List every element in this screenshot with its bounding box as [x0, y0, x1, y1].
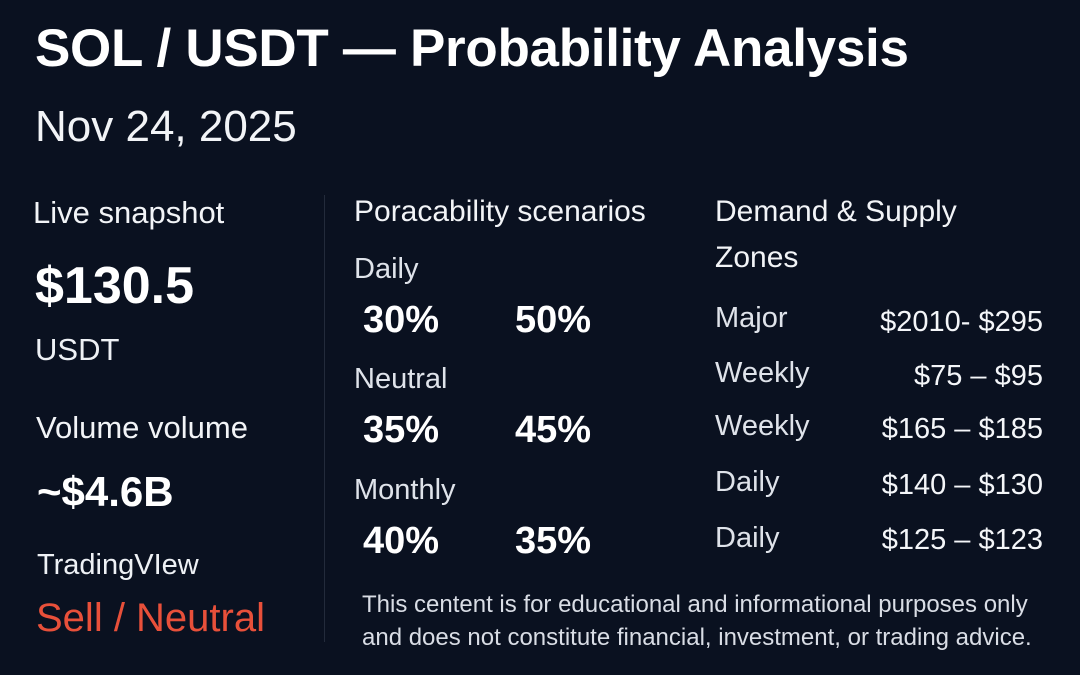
rating-signal: Sell / Neutral	[36, 596, 265, 640]
zone-range: $165 – $185	[881, 413, 1043, 445]
quote-currency: USDT	[35, 332, 120, 367]
zone-range: $75 – $95	[913, 360, 1043, 392]
scenario-label-daily: Daily	[354, 253, 419, 285]
zone-label: Daily	[715, 466, 780, 498]
zones-heading: Demand & Supply Zones	[715, 195, 957, 274]
report-date: Nov 24, 2025	[35, 102, 297, 151]
disclaimer-text: This centent is for educational and info…	[362, 591, 1032, 651]
scenarios-heading: Poracability scenarios	[354, 195, 646, 228]
zone-range: $2010- $295	[880, 306, 1043, 338]
column-divider	[324, 195, 325, 642]
zone-range: $140 – $130	[881, 469, 1043, 501]
scenario-daily-value-1: 30%	[363, 299, 440, 341]
zone-label: Weekly	[715, 357, 810, 389]
zone-label: Major	[715, 302, 788, 334]
page-title: SOL / USDT — Probability Analysis	[35, 19, 909, 78]
current-price: $130.5	[35, 257, 195, 315]
rating-source: TradingVIew	[37, 549, 199, 581]
scenario-label-monthly: Monthly	[354, 474, 456, 506]
volume-value: ~$4.6B	[37, 468, 174, 515]
scenario-daily-value-2: 50%	[515, 299, 592, 341]
scenario-monthly-value-2: 35%	[515, 520, 592, 562]
volume-label: Volume volume	[36, 410, 248, 445]
scenario-label-neutral: Neutral	[354, 363, 448, 395]
snapshot-heading: Live snapshot	[33, 195, 225, 230]
zone-label: Daily	[715, 522, 780, 554]
zone-range: $125 – $123	[881, 524, 1043, 556]
scenario-neutral-value-1: 35%	[363, 409, 440, 451]
zone-label: Weekly	[715, 410, 810, 442]
scenario-neutral-value-2: 45%	[515, 409, 592, 451]
scenario-monthly-value-1: 40%	[363, 520, 440, 562]
